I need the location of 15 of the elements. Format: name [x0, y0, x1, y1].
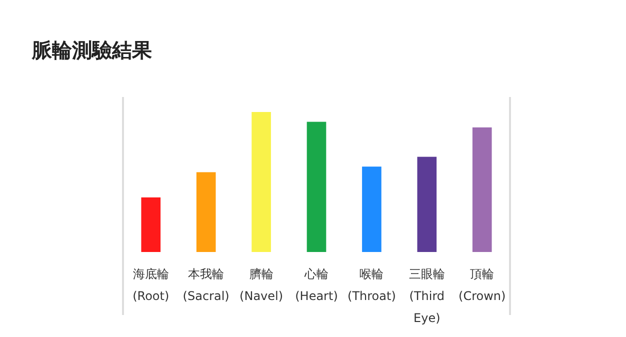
bar: [252, 112, 271, 252]
x-tick-label: 本我輪 (Sacral): [182, 267, 230, 303]
bar: [362, 166, 382, 252]
x-tick-label: 心輪 (Heart): [295, 267, 338, 303]
bar: [196, 172, 216, 252]
x-tick-label: 頂輪 (Crown): [458, 267, 506, 303]
bar: [141, 197, 161, 252]
x-tick-label: 海底輪 (Root): [132, 267, 170, 303]
bar: [472, 127, 492, 252]
x-tick-label: 臍輪 (Navel): [240, 267, 284, 303]
bar: [417, 156, 437, 252]
bar: [306, 122, 326, 252]
chart-title: 脈輪測驗結果: [31, 38, 153, 62]
x-tick-label: 三眼輪 (Third Eye): [408, 267, 445, 325]
x-tick-label: 喉輪 (Throat): [348, 267, 396, 303]
